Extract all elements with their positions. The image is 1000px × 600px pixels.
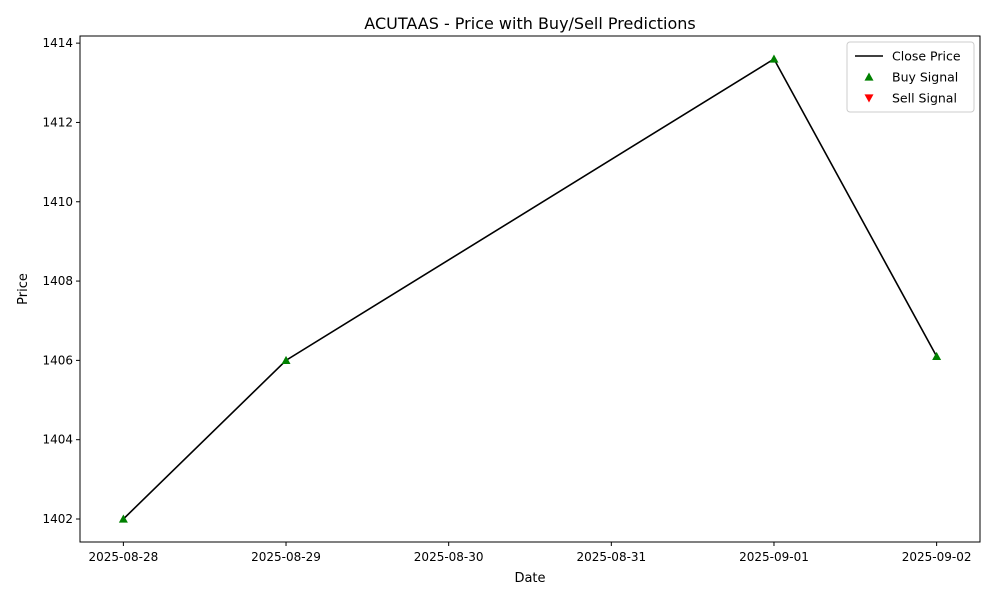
buy-signal-marker	[932, 351, 942, 361]
y-tick-label: 1406	[42, 353, 73, 367]
x-tick-label: 2025-09-02	[902, 550, 972, 564]
legend: Close Price Buy Signal Sell Signal	[846, 41, 975, 113]
buy-signal-marker	[118, 514, 128, 523]
legend-label: Sell Signal	[892, 91, 957, 106]
x-axis-label: Date	[514, 571, 545, 586]
chart-title: ACUTAAS - Price with Buy/Sell Prediction…	[364, 14, 695, 33]
y-tick-label: 1410	[42, 195, 73, 209]
plot-series	[118, 54, 942, 523]
legend-label: Buy Signal	[892, 70, 958, 85]
y-tick-label: 1414	[42, 36, 73, 50]
legend-buy-swatch	[864, 72, 874, 81]
x-axis: 2025-08-28 2025-08-29 2025-08-30 2025-08-31…	[88, 542, 972, 564]
y-axis-label: Price	[16, 273, 31, 305]
close-price-line	[122, 57, 938, 520]
y-axis: 1402 1404 1406 1408 1410 1412 1414	[42, 36, 80, 526]
plot-frame	[79, 35, 981, 543]
buy-signal-marker	[769, 54, 779, 63]
legend-box	[846, 41, 975, 113]
x-tick-label: 2025-08-28	[88, 550, 158, 564]
y-tick-label: 1412	[42, 115, 73, 129]
x-tick-label: 2025-08-31	[576, 550, 646, 564]
legend-label: Close Price	[892, 49, 961, 64]
y-tick-label: 1402	[42, 512, 73, 526]
y-tick-label: 1404	[42, 433, 73, 447]
y-tick-label: 1408	[42, 274, 73, 288]
x-tick-label: 2025-09-01	[739, 550, 809, 564]
x-tick-label: 2025-08-29	[251, 550, 321, 564]
x-tick-label: 2025-08-30	[414, 550, 484, 564]
buy-signal-marker	[281, 355, 291, 364]
legend-sell-swatch	[864, 94, 874, 103]
